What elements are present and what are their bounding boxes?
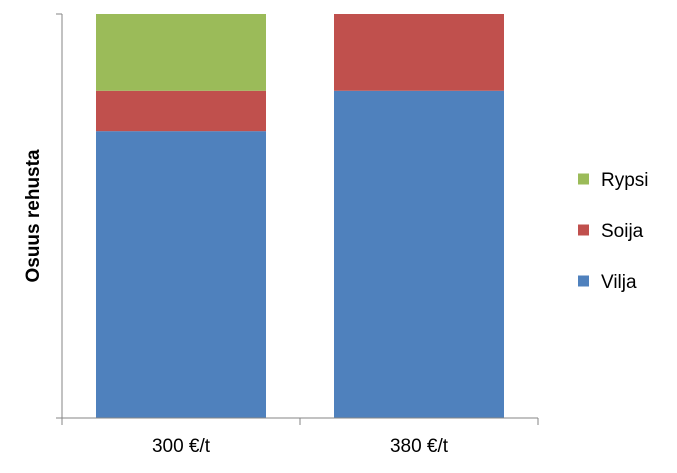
- legend-item-rypsi: Rypsi: [578, 170, 649, 191]
- x-tick-label-1: 380 €/t: [390, 436, 449, 457]
- legend-label-rypsi: Rypsi: [601, 170, 649, 191]
- x-tick-labels: 300 €/t 380 €/t: [152, 436, 449, 457]
- bar-vilja-1: [334, 90, 504, 418]
- bar-vilja-0: [96, 131, 266, 418]
- legend-item-soija: Soija: [578, 221, 644, 242]
- legend-item-vilja: Vilja: [578, 272, 637, 293]
- y-axis-label: Osuus rehusta: [23, 149, 44, 282]
- legend-label-soija: Soija: [601, 221, 644, 242]
- legend-swatch-rypsi: [578, 173, 589, 185]
- legend: Rypsi Soija Vilja: [578, 170, 649, 293]
- bar-soija-1: [334, 14, 504, 91]
- x-tick-label-0: 300 €/t: [152, 436, 211, 457]
- legend-swatch-vilja: [578, 275, 589, 287]
- axes-group: [56, 13, 539, 425]
- bar-soija-0: [96, 90, 266, 132]
- legend-label-vilja: Vilja: [601, 272, 637, 293]
- bars-group: [96, 14, 504, 418]
- bar-rypsi-0: [96, 14, 266, 91]
- legend-swatch-soija: [578, 224, 589, 236]
